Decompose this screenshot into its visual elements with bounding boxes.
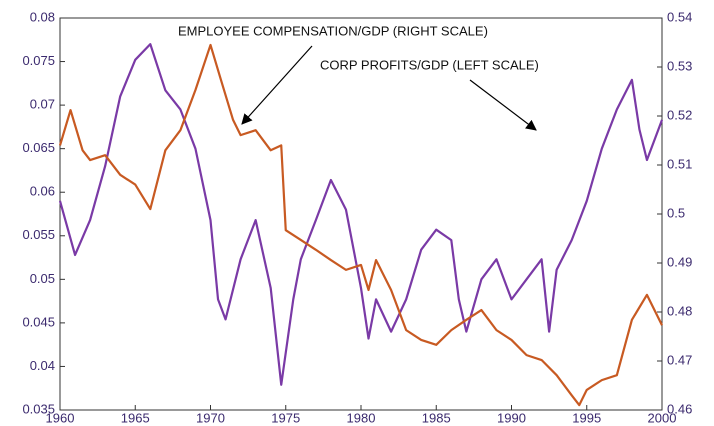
y2-tick-label: 0.51 <box>667 156 692 171</box>
y2-tick-label: 0.5 <box>667 205 685 220</box>
y-tick-label: 0.055 <box>22 227 55 242</box>
y-tick-label: 0.065 <box>22 140 55 155</box>
y2-tick-label: 0.53 <box>667 58 692 73</box>
series-line <box>58 43 663 407</box>
y2-tick-label: 0.49 <box>667 254 692 269</box>
y2-tick-label: 0.47 <box>667 352 692 367</box>
x-tick-label: 1995 <box>572 410 601 425</box>
x-tick-label: 1980 <box>347 410 376 425</box>
y-tick-label: 0.045 <box>22 314 55 329</box>
annotation: EMPLOYEE COMPENSATION/GDP (RIGHT SCALE) <box>178 23 488 38</box>
x-tick-label: 1975 <box>271 410 300 425</box>
y2-tick-label: 0.46 <box>667 401 692 416</box>
y-tick-label: 0.035 <box>22 401 55 416</box>
x-tick-label: 1990 <box>497 410 526 425</box>
y2-tick-label: 0.54 <box>667 9 692 24</box>
x-tick-label: 1960 <box>46 410 75 425</box>
x-tick-label: 1985 <box>422 410 451 425</box>
y2-tick-label: 0.48 <box>667 303 692 318</box>
series-line <box>58 43 664 386</box>
y2-tick-label: 0.52 <box>667 107 692 122</box>
y-tick-label: 0.04 <box>30 358 55 373</box>
y-tick-label: 0.075 <box>22 53 55 68</box>
x-tick-label: 1970 <box>196 410 225 425</box>
y-tick-label: 0.05 <box>30 271 55 286</box>
y-tick-label: 0.08 <box>30 9 55 24</box>
x-tick-label: 1965 <box>121 410 150 425</box>
y-tick-label: 0.07 <box>30 97 55 112</box>
annotation-arrow <box>469 79 537 131</box>
y-tick-label: 0.06 <box>30 184 55 199</box>
annotation: CORP PROFITS/GDP (LEFT SCALE) <box>320 57 539 72</box>
annotation-arrow <box>241 45 313 125</box>
plot-frame <box>59 17 663 411</box>
x-tick-label: 2000 <box>648 410 677 425</box>
